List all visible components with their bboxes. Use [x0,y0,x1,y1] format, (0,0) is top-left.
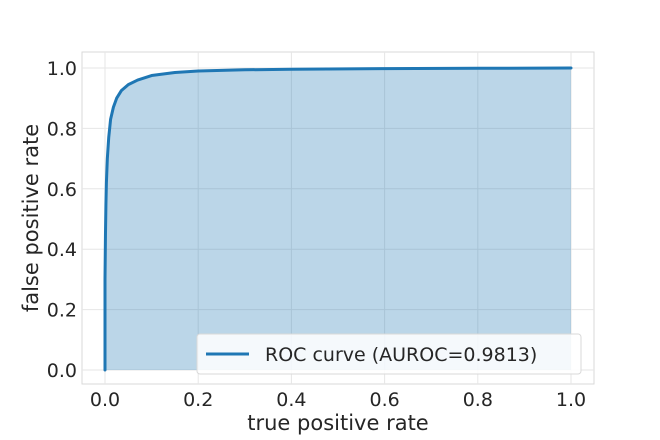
roc-curve-line [103,66,573,372]
plot-background [81,51,595,385]
x-tick-label: 1.0 [556,389,586,411]
y-axis-ticks: 0.0 0.2 0.4 0.6 0.8 1.0 [47,58,77,382]
y-tick-label: 0.6 [47,179,77,201]
legend-box [196,333,582,375]
x-tick-label: 0.4 [276,389,306,411]
y-tick-label: 1.0 [47,58,77,80]
y-tick-label: 0.8 [47,118,77,140]
x-tick-label: 0.6 [369,389,399,411]
legend-entry-roc: ROC curve (AUROC=0.9813) [265,344,537,366]
y-tick-label: 0.2 [47,300,77,322]
x-axis-label: true positive rate [247,411,428,435]
legend: ROC curve (AUROC=0.9813) [196,333,582,375]
y-tick-label: 0.4 [47,239,77,261]
roc-area-fill [105,68,571,370]
x-tick-label: 0.8 [463,389,493,411]
x-axis-ticks: 0.0 0.2 0.4 0.6 0.8 1.0 [90,389,586,411]
y-tick-label: 0.0 [47,360,77,382]
y-axis-label: false positive rate [19,124,43,312]
x-tick-label: 0.0 [90,389,120,411]
x-tick-label: 0.2 [183,389,213,411]
